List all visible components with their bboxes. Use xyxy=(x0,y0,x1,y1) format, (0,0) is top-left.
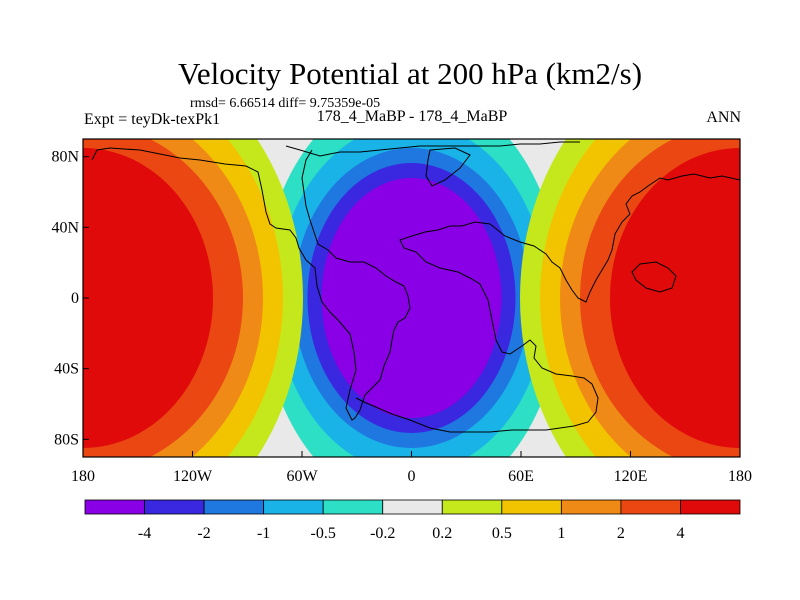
x-tick-label: 0 xyxy=(408,468,416,485)
colorbar-level-label: 1 xyxy=(557,525,565,542)
coastline-americas xyxy=(91,147,411,421)
x-tick-label: 120E xyxy=(614,468,648,485)
colorbar: -4 -2 -1 -0.5 -0.2 0.2 0.5 1 2 4 xyxy=(84,499,741,542)
colorbar-swatch xyxy=(441,499,503,515)
x-tick-label: 120W xyxy=(173,468,213,485)
coastline xyxy=(91,141,740,433)
y-tick-label: 40N xyxy=(51,219,79,236)
colorbar-level-label: 0.5 xyxy=(492,525,512,542)
colorbar-swatch xyxy=(620,499,681,515)
chart-title: Velocity Potential at 200 hPa (km2/s) xyxy=(178,56,642,91)
coastline-greenland xyxy=(425,147,471,187)
colorbar-level-label: -1 xyxy=(257,525,270,542)
colorbar-level-label: -0.5 xyxy=(311,525,336,542)
x-tick-label: 60W xyxy=(286,468,318,485)
colorbar-swatch xyxy=(382,499,443,515)
y-tick-label: 80N xyxy=(51,149,79,166)
axis-ticks: 180 120W 60W 0 60E 120E 180 80N 40N 0 40S 80S xyxy=(51,149,752,485)
x-tick-label: 60E xyxy=(508,468,534,485)
y-tick-label: 40S xyxy=(54,361,79,378)
contour-field xyxy=(83,139,740,457)
coastline-eurasia xyxy=(355,173,740,433)
colorbar-level-label: -4 xyxy=(138,525,151,542)
colorbar-level-label: 2 xyxy=(617,525,625,542)
case-label: 178_4_MaBP - 178_4_MaBP xyxy=(317,108,508,125)
contour-band-negative-5 xyxy=(321,178,502,418)
stats-text: rmsd= 6.66514 diff= 9.75359e-05 xyxy=(190,96,380,111)
colorbar-level-label: 0.2 xyxy=(432,525,452,542)
x-tick-label: 180 xyxy=(71,468,95,485)
colorbar-swatch xyxy=(144,499,205,515)
colorbar-swatch xyxy=(203,499,265,515)
experiment-label: Expt = teyDk-texPk1 xyxy=(84,111,220,128)
coastline-australia xyxy=(631,261,677,293)
colorbar-swatch xyxy=(84,499,145,515)
x-tick-label: 180 xyxy=(728,468,752,485)
colorbar-swatch xyxy=(322,499,384,515)
y-tick-label: 0 xyxy=(71,290,79,307)
colorbar-swatch xyxy=(560,499,622,515)
colorbar-swatch xyxy=(263,499,324,515)
y-tick-label: 80S xyxy=(54,431,79,448)
contour-band-positive-5-west xyxy=(83,148,213,448)
season-label: ANN xyxy=(706,109,741,126)
coastline-antarctica xyxy=(285,141,580,157)
contour-band-positive-5-east xyxy=(610,148,740,448)
colorbar-level-label: -2 xyxy=(197,525,210,542)
colorbar-level-label: 4 xyxy=(676,525,684,542)
colorbar-swatch xyxy=(680,499,741,515)
colorbar-level-label: -0.2 xyxy=(370,525,395,542)
colorbar-swatch xyxy=(501,499,562,515)
